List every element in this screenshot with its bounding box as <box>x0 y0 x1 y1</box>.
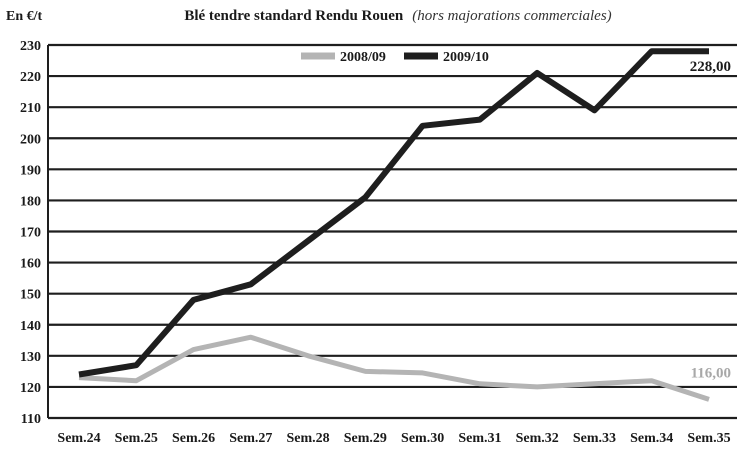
legend-label: 2009/10 <box>443 50 489 65</box>
x-tick-label: Sem.32 <box>516 431 559 446</box>
x-tick-label: Sem.26 <box>172 431 215 446</box>
y-axis-ticks: 110 120 130 140 150 160 170 180 190 200 210 220 230 <box>20 39 41 427</box>
legend-label: 2008/09 <box>340 50 386 65</box>
y-tick-label: 170 <box>20 226 41 241</box>
chart-title: Blé tendre standard Rendu Rouen (hors ma… <box>184 7 611 24</box>
x-tick-label: Sem.25 <box>115 431 158 446</box>
series-line-2008-09 <box>78 334 710 402</box>
x-tick-label: Sem.31 <box>458 431 501 446</box>
end-value-label: 228,00 <box>690 59 731 75</box>
x-tick-label: Sem.33 <box>573 431 616 446</box>
end-value-label: 116,00 <box>691 365 731 381</box>
x-axis-ticks: Sem.24 Sem.25 Sem.26 Sem.27 Sem.28 Sem.29 Sem.… <box>57 431 730 446</box>
y-tick-label: 130 <box>20 350 41 365</box>
x-tick-label: Sem.30 <box>401 431 444 446</box>
y-tick-label: 140 <box>20 319 41 334</box>
y-tick-label: 220 <box>20 70 41 85</box>
x-tick-label: Sem.27 <box>229 431 272 446</box>
y-tick-label: 120 <box>20 381 41 396</box>
y-tick-label: 200 <box>20 132 41 147</box>
y-tick-label: 110 <box>21 412 41 427</box>
y-unit-label: En €/t <box>6 9 43 24</box>
y-tick-label: 210 <box>20 101 41 116</box>
chart-title-main: Blé tendre standard Rendu Rouen <box>184 8 404 24</box>
y-tick-label: 180 <box>20 194 41 209</box>
series-lines <box>78 48 710 402</box>
y-tick-label: 160 <box>20 257 41 272</box>
grid <box>47 43 737 420</box>
x-tick-label: Sem.35 <box>687 431 730 446</box>
x-tick-label: Sem.29 <box>344 431 387 446</box>
y-tick-label: 150 <box>20 288 41 303</box>
y-tick-label: 190 <box>20 163 41 178</box>
data-labels: 116,00 228,00 <box>690 59 731 381</box>
chart-subtitle: (hors majorations commerciales) <box>412 8 611 24</box>
x-tick-label: Sem.34 <box>630 431 673 446</box>
series-line-2009-10 <box>78 48 709 378</box>
x-tick-label: Sem.28 <box>287 431 330 446</box>
x-tick-label: Sem.24 <box>57 431 100 446</box>
y-tick-label: 230 <box>20 39 41 54</box>
legend: 2008/09 2009/10 <box>301 50 489 65</box>
